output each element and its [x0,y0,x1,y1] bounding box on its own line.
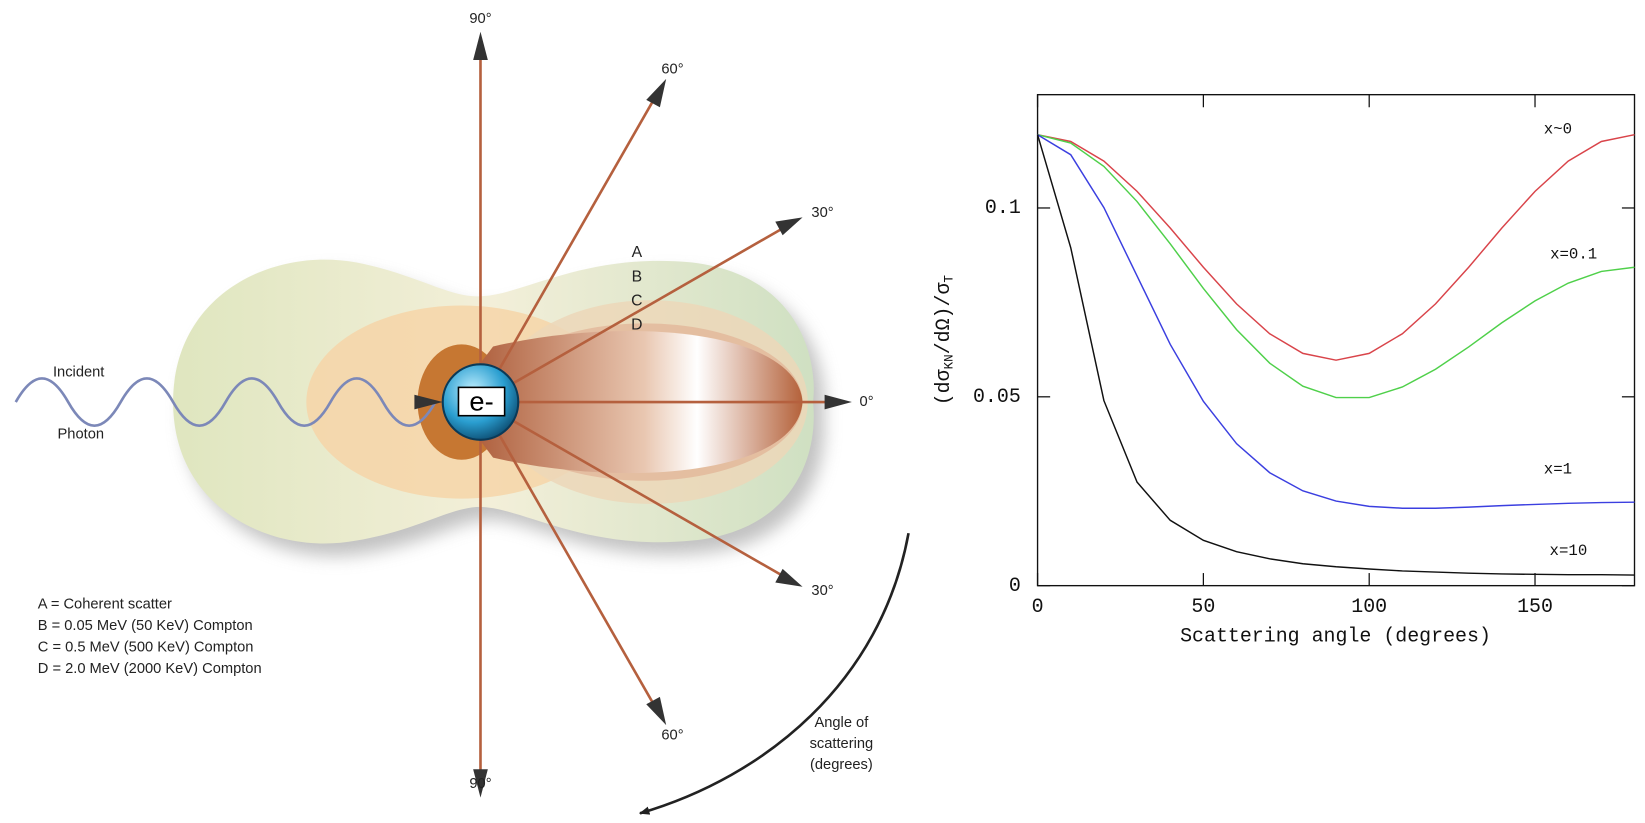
angle-label: 30° [811,583,833,599]
angle-caption: (degrees) [810,757,873,773]
legend-line: A = Coherent scatter [38,596,172,612]
x-tick-label: 100 [1351,595,1387,618]
line-chart: Scattering angle (degrees) (dσKN/dΩ)/σT … [932,95,1634,648]
arrowhead [775,217,802,235]
arrowhead [775,569,802,587]
y-tick-label: 0.05 [973,385,1021,408]
series-label: x=0.1 [1550,245,1597,263]
angle-caption: Angle of [814,715,869,731]
angle-label: 60° [661,61,683,77]
arrowhead [646,79,666,107]
photon-label: Photon [58,426,105,442]
x-tick-label: 0 [1032,595,1044,618]
series-line [1038,135,1635,360]
series-line [1038,135,1635,575]
angle-label: 30° [811,205,833,221]
angle-caption: scattering [810,736,874,752]
legend-line: C = 0.5 MeV (500 KeV) Compton [38,639,254,655]
region-label: A [632,244,643,261]
y-label-part: (dσ [932,369,955,405]
angle-label: 90° [469,776,491,792]
x-axis-label: Scattering angle (degrees) [1180,624,1491,647]
angle-label: 0° [860,394,874,410]
legend-line: B = 0.05 MeV (50 KeV) Compton [38,618,253,634]
angle-label: 60° [661,728,683,744]
y-label-sub: KN [943,354,957,369]
y-label-sub: T [943,275,957,283]
page: e- 90° 60° 30° 0° 30° 60° 90° ABCD Incident Photo… [0,0,1645,823]
plot-frame [1038,95,1635,586]
series-label: x=10 [1550,542,1588,560]
series-line [1038,135,1635,398]
y-label-part: /dΩ)/σ [932,283,955,355]
arrowhead [825,395,852,410]
arrowhead [473,32,488,60]
scatter-diagram: e- [16,32,909,814]
electron-label: e- [469,385,493,416]
x-tick-label: 150 [1517,595,1553,618]
region-label: D [631,317,642,334]
y-tick-label: 0.1 [985,196,1021,219]
x-tick-label: 50 [1191,595,1215,618]
y-tick-label: 0 [1009,574,1021,597]
arrowhead [646,697,666,725]
legend-line: D = 2.0 MeV (2000 KeV) Compton [38,661,262,677]
region-label: B [632,268,642,285]
series-label: x=1 [1544,460,1572,478]
angle-label: 90° [469,11,491,27]
photon-label: Incident [53,365,104,381]
series-label: x~0 [1544,120,1572,138]
y-axis-label: (dσKN/dΩ)/σT [932,275,956,406]
region-label: C [631,292,642,309]
